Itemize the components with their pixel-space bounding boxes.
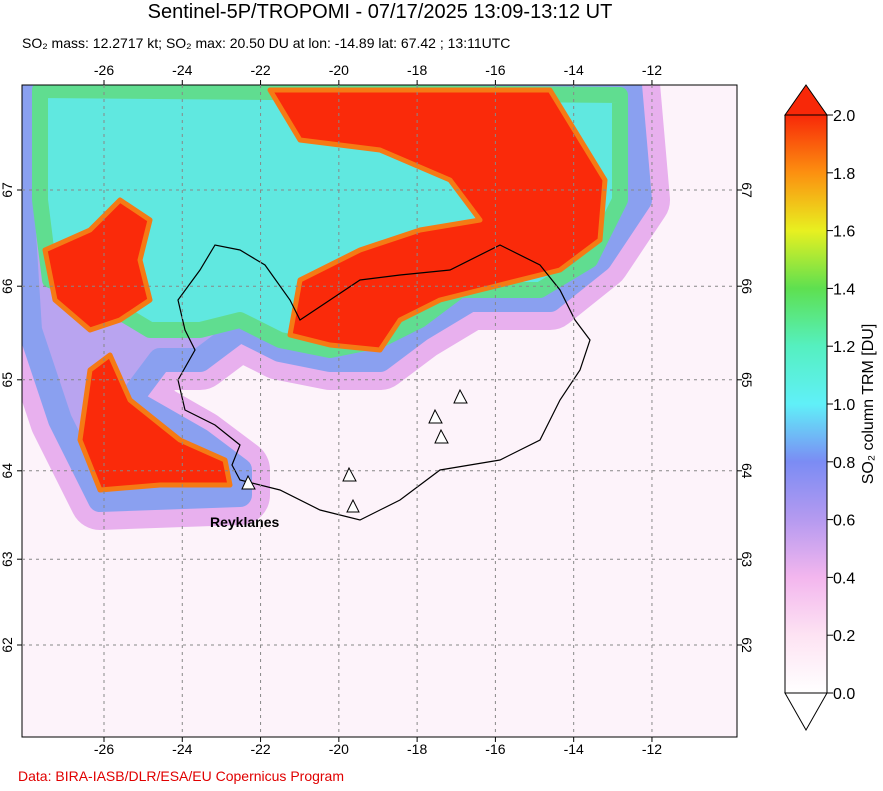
map-frame xyxy=(21,84,738,738)
lon-tick-label: -18 xyxy=(407,741,427,757)
lat-tick-label: 65 xyxy=(739,372,755,388)
lat-tick-label: 62 xyxy=(0,637,15,653)
lat-tick-label: 66 xyxy=(0,278,15,294)
colorbar-tick-label: 1.4 xyxy=(833,281,855,298)
lon-tick-label: -22 xyxy=(250,741,270,757)
place-label: Reyklanes xyxy=(210,514,279,530)
lon-tick-label: -24 xyxy=(172,741,192,757)
lat-tick-label: 67 xyxy=(0,182,15,198)
colorbar-tick-label: 1.8 xyxy=(833,166,855,183)
lon-tick-label: -22 xyxy=(250,62,270,78)
colorbar-tick-label: 0.0 xyxy=(833,686,855,703)
lon-tick-label: -12 xyxy=(642,62,662,78)
lon-tick-label: -12 xyxy=(642,741,662,757)
lon-tick-label: -20 xyxy=(329,741,349,757)
title: Sentinel-5P/TROPOMI - 07/17/2025 13:09-1… xyxy=(148,1,613,23)
colorbar-tick-label: 0.2 xyxy=(833,628,855,645)
lon-tick-label: -20 xyxy=(329,62,349,78)
lat-tick-label: 63 xyxy=(739,551,755,567)
lon-tick-label: -16 xyxy=(485,741,505,757)
lon-tick-label: -26 xyxy=(94,62,114,78)
colorbar-tick-label: 1.0 xyxy=(833,397,855,414)
lon-tick-label: -14 xyxy=(564,62,584,78)
volcanoes xyxy=(241,388,468,513)
lon-tick-label: -18 xyxy=(407,62,427,78)
colorbar-tick-label: 1.2 xyxy=(833,339,855,356)
colorbar-tick-label: 1.6 xyxy=(833,224,855,241)
plume xyxy=(22,85,670,530)
colorbar-label: SO₂ column TRM [DU] xyxy=(860,324,877,485)
colorbar xyxy=(784,114,828,694)
colorbar-max-arrow xyxy=(784,84,828,116)
colorbar-min-arrow xyxy=(784,692,828,732)
lat-tick-label: 64 xyxy=(0,463,15,479)
footer: Data: BIRA-IASB/DLR/ESA/EU Copernicus Pr… xyxy=(18,768,344,784)
lon-tick-label: -16 xyxy=(485,62,505,78)
lat-tick-label: 62 xyxy=(739,637,755,653)
lat-tick-label: 64 xyxy=(739,463,755,479)
subtitle: SO₂ mass: 12.2717 kt; SO₂ max: 20.50 DU … xyxy=(22,35,510,51)
lat-tick-label: 65 xyxy=(0,372,15,388)
lon-tick-label: -26 xyxy=(94,741,114,757)
lat-tick-label: 67 xyxy=(739,182,755,198)
lon-tick-label: -24 xyxy=(172,62,192,78)
map-layer xyxy=(22,85,737,737)
colorbar-tick-label: 0.4 xyxy=(833,570,855,587)
colorbar-tick-label: 0.6 xyxy=(833,513,855,530)
lat-tick-label: 63 xyxy=(0,551,15,567)
colorbar-tick-label: 0.8 xyxy=(833,455,855,472)
colorbar-tick-label: 2.0 xyxy=(833,108,855,125)
lat-tick-label: 66 xyxy=(739,278,755,294)
coastline xyxy=(177,244,591,521)
lon-tick-label: -14 xyxy=(564,741,584,757)
